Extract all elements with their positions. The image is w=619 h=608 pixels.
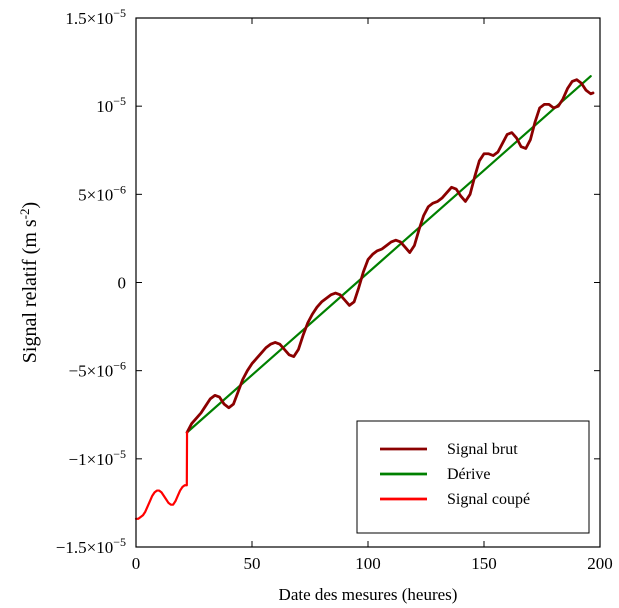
legend-box	[356, 420, 590, 534]
y-axis-label-sup: -2	[17, 208, 32, 219]
y-tick-label: 1.5×10−5	[65, 6, 126, 28]
y-tick-label-exp: −6	[113, 359, 126, 373]
y-tick-label-base: 10	[96, 97, 113, 116]
legend-label: Dérive	[447, 466, 491, 483]
series-line-signal-brut	[185, 78, 595, 434]
y-tick-label-exp: −5	[113, 94, 126, 108]
series-line-d-rive	[185, 75, 592, 434]
y-tick-label: −5×10−6	[69, 359, 126, 381]
y-axis-label: Signal relatif (m s-2)	[17, 202, 42, 363]
axis-ticks: 0 50 100 150 200−1.5×10−5−1×10−5−5×10−605×10…	[56, 6, 613, 573]
y-axis-label-main: Signal relatif (m s	[19, 219, 41, 363]
series-line-signal-coup-	[134, 431, 189, 520]
y-tick-label-exp: −5	[113, 447, 126, 461]
x-tick-label: 150	[471, 554, 497, 573]
legend-label: Signal brut	[447, 441, 518, 458]
y-tick-label-base: −1×10	[69, 450, 114, 469]
y-tick-label-base: 0	[118, 274, 127, 293]
y-tick-label-base: −1.5×10	[56, 538, 113, 557]
y-tick-label-exp: −5	[113, 6, 126, 20]
y-axis-label-close: )	[19, 202, 41, 209]
legend: Signal brut Dérive Signal coupé	[356, 420, 590, 534]
x-axis-label: Date des mesures (heures)	[279, 585, 458, 604]
y-tick-label: −1.5×10−5	[56, 535, 126, 557]
x-tick-label: 0	[132, 554, 141, 573]
x-tick-label: 200	[587, 554, 613, 573]
y-tick-label: 5×10−6	[78, 182, 126, 204]
y-tick-label: 10−5	[96, 94, 126, 116]
y-tick-label: −1×10−5	[69, 447, 126, 469]
plot-area	[134, 75, 595, 520]
y-tick-label-exp: −5	[113, 535, 126, 549]
y-tick-label-exp: −6	[113, 182, 126, 196]
legend-label: Signal coupé	[447, 491, 530, 508]
x-tick-label: 100	[355, 554, 381, 573]
y-tick-label-base: −5×10	[69, 362, 114, 381]
y-tick-label: 0	[118, 274, 127, 293]
y-tick-label-base: 1.5×10	[65, 9, 113, 28]
y-tick-label-base: 5×10	[78, 185, 113, 204]
x-tick-label: 50	[244, 554, 261, 573]
